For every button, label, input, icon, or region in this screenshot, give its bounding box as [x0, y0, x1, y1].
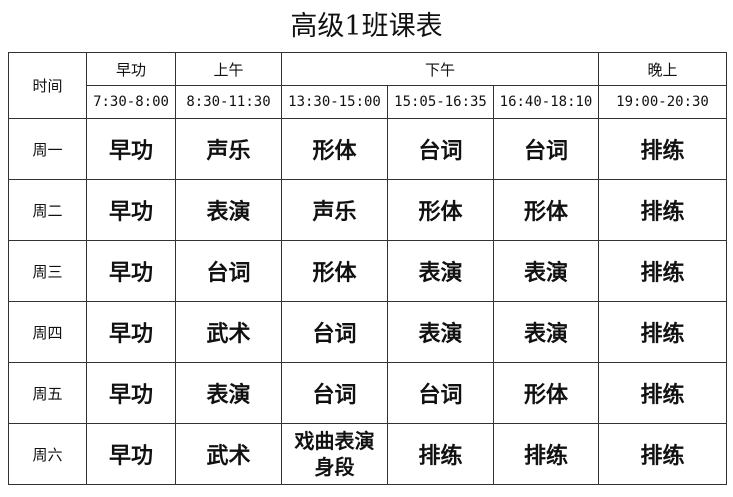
table-row: 周六 早功 武术 戏曲表演 身段 排练 排练 排练: [8, 423, 727, 485]
class-cell: 排练: [598, 423, 727, 485]
period-header: 上午: [175, 52, 282, 86]
time-slot: 15:05-16:35: [387, 85, 494, 119]
table-row: 周三 早功 台词 形体 表演 表演 排练: [8, 240, 727, 302]
day-label: 周二: [8, 179, 87, 241]
class-cell: 表演: [175, 362, 282, 424]
table-row: 周四 早功 武术 台词 表演 表演 排练: [8, 301, 727, 363]
page-title: 高级1班课表: [290, 11, 443, 42]
time-slot: 13:30-15:00: [281, 85, 388, 119]
class-cell: 形体: [493, 362, 599, 424]
class-cell: 排练: [598, 118, 727, 180]
class-cell: 排练: [387, 423, 494, 485]
day-label: 周一: [8, 118, 87, 180]
class-cell: 武术: [175, 423, 282, 485]
class-cell: 台词: [387, 362, 494, 424]
class-cell: 台词: [281, 362, 388, 424]
class-cell: 表演: [493, 240, 599, 302]
class-cell: 形体: [387, 179, 494, 241]
class-cell: 表演: [387, 301, 494, 363]
class-cell: 早功: [86, 423, 176, 485]
class-cell: 台词: [493, 118, 599, 180]
class-cell: 戏曲表演 身段: [281, 423, 388, 485]
class-cell: 排练: [493, 423, 599, 485]
schedule-table: 时间 早功 上午 下午 晚上 7:30-8:00 8:30-11:30 13:30-…: [8, 52, 727, 485]
class-cell: 声乐: [281, 179, 388, 241]
class-cell: 形体: [493, 179, 599, 241]
class-cell: 声乐: [175, 118, 282, 180]
class-cell: 形体: [281, 118, 388, 180]
time-slot: 16:40-18:10: [493, 85, 599, 119]
class-cell: 排练: [598, 301, 727, 363]
period-header: 早功: [86, 52, 176, 86]
class-cell: 形体: [281, 240, 388, 302]
time-slot: 7:30-8:00: [86, 85, 176, 119]
class-cell: 表演: [175, 179, 282, 241]
period-header: 晚上: [598, 52, 727, 86]
class-cell: 表演: [493, 301, 599, 363]
class-cell: 台词: [281, 301, 388, 363]
day-label: 周三: [8, 240, 87, 302]
day-label: 周六: [8, 423, 87, 485]
class-cell: 早功: [86, 362, 176, 424]
header-row-periods: 时间 早功 上午 下午 晚上: [8, 52, 727, 119]
class-cell: 台词: [175, 240, 282, 302]
table-row: 周五 早功 表演 台词 台词 形体 排练: [8, 362, 727, 424]
day-label: 周五: [8, 362, 87, 424]
period-header: 下午: [281, 52, 599, 86]
day-label: 周四: [8, 301, 87, 363]
header-row-times: 7:30-8:00 8:30-11:30 13:30-15:00 15:05-16:3…: [9, 85, 727, 119]
time-slot: 8:30-11:30: [175, 85, 282, 119]
table-row: 周一 早功 声乐 形体 台词 台词 排练: [8, 118, 727, 180]
time-header: 时间: [8, 52, 87, 119]
class-cell: 早功: [86, 179, 176, 241]
class-cell: 早功: [86, 301, 176, 363]
class-cell: 排练: [598, 240, 727, 302]
class-cell: 武术: [175, 301, 282, 363]
class-cell: 早功: [86, 118, 176, 180]
time-slot: 19:00-20:30: [598, 85, 727, 119]
class-cell: 台词: [387, 118, 494, 180]
table-row: 周二 早功 表演 声乐 形体 形体 排练: [8, 179, 727, 241]
class-cell: 早功: [86, 240, 176, 302]
class-cell: 排练: [598, 179, 727, 241]
class-cell: 表演: [387, 240, 494, 302]
class-cell: 排练: [598, 362, 727, 424]
